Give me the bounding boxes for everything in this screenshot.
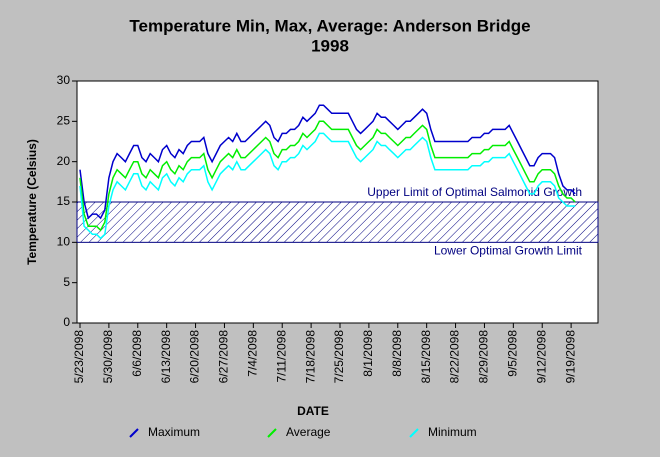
optimal-band	[76, 201, 599, 243]
legend-swatch	[267, 428, 277, 438]
chart-subtitle: 1998	[311, 36, 349, 55]
x-tick-label: 7/4/2098	[246, 330, 260, 377]
x-tick-label: 7/18/2098	[303, 330, 317, 384]
chart-title: Temperature Min, Max, Average: Anderson …	[129, 16, 530, 35]
line-series	[79, 132, 576, 240]
x-tick-label: 9/19/2098	[563, 330, 577, 384]
x-tick-label: 8/8/2098	[390, 330, 404, 377]
annotation: Lower Optimal Growth Limit	[434, 244, 583, 258]
x-tick-label: 7/11/2098	[274, 330, 288, 383]
legend-label: Average	[286, 425, 331, 439]
x-tick-label: 6/27/2098	[217, 330, 231, 384]
legend-label: Maximum	[148, 425, 200, 439]
x-tick-label: 8/29/2098	[477, 330, 491, 384]
x-tick-label: 9/5/2098	[506, 330, 520, 377]
y-tick-label: 10	[57, 235, 71, 249]
y-tick-label: 15	[57, 194, 71, 208]
x-tick-label: 5/23/2098	[72, 330, 86, 384]
x-tick-label: 8/1/2098	[361, 330, 375, 377]
y-tick-label: 5	[63, 275, 70, 289]
x-tick-label: 8/15/2098	[419, 330, 433, 384]
y-axis-label: Temperature (Celsius)	[25, 139, 39, 265]
annotation: Upper Limit of Optimal Salmonid Growth	[367, 185, 582, 199]
legend-swatch	[409, 428, 419, 438]
y-tick-label: 25	[57, 114, 71, 128]
x-tick-label: 6/13/2098	[159, 330, 173, 384]
x-tick-label: 7/25/2098	[332, 330, 346, 384]
y-tick-label: 0	[63, 315, 70, 329]
x-tick-label: 6/6/2098	[130, 330, 144, 377]
line-series	[79, 120, 576, 232]
y-tick-label: 20	[57, 154, 71, 168]
x-tick-label: 6/20/2098	[188, 330, 202, 384]
legend-label: Minimum	[428, 425, 477, 439]
x-tick-label: 9/12/2098	[534, 330, 548, 384]
legend-swatch	[129, 428, 139, 438]
x-axis-label: DATE	[297, 404, 329, 418]
x-tick-label: 5/30/2098	[101, 330, 115, 384]
x-tick-label: 8/22/2098	[448, 330, 462, 384]
y-tick-label: 30	[57, 73, 71, 87]
line-series	[79, 104, 576, 220]
